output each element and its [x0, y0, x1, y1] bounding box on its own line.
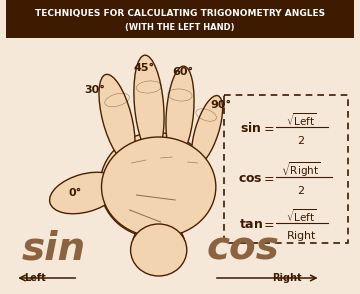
Text: $\mathsf{Right}$: $\mathsf{Right}$ [285, 229, 317, 243]
Ellipse shape [100, 133, 211, 238]
Ellipse shape [102, 137, 216, 237]
Text: 45°: 45° [134, 63, 155, 73]
Text: 0°: 0° [69, 188, 82, 198]
Text: $\sqrt{\mathsf{Left}}$: $\sqrt{\mathsf{Left}}$ [285, 208, 316, 224]
Bar [224, 95, 348, 243]
Text: Left: Left [24, 273, 45, 283]
Text: $\mathbf{cos}$: $\mathbf{cos}$ [238, 171, 263, 185]
Text: sin: sin [22, 229, 86, 267]
Text: $=$: $=$ [261, 171, 275, 185]
Text: $=$: $=$ [261, 121, 275, 134]
Ellipse shape [50, 172, 121, 214]
Ellipse shape [192, 96, 222, 164]
Text: 30°: 30° [84, 85, 105, 95]
Ellipse shape [99, 74, 135, 162]
Text: $\mathbf{sin}$: $\mathbf{sin}$ [240, 121, 262, 135]
Text: $\mathbf{tan}$: $\mathbf{tan}$ [239, 218, 263, 230]
Text: $\mathsf{2}$: $\mathsf{2}$ [297, 184, 305, 196]
Text: cos: cos [207, 229, 279, 267]
Bar [5, 0, 355, 38]
Text: Right: Right [272, 273, 301, 283]
Text: $\sqrt{\mathsf{Right}}$: $\sqrt{\mathsf{Right}}$ [282, 161, 321, 179]
Text: 60°: 60° [172, 67, 193, 77]
Text: 90°: 90° [210, 100, 231, 110]
Text: TECHNIQUES FOR CALCULATING TRIGONOMETRY ANGLES: TECHNIQUES FOR CALCULATING TRIGONOMETRY … [35, 9, 325, 18]
Ellipse shape [132, 220, 185, 275]
Text: $\sqrt{\mathsf{Left}}$: $\sqrt{\mathsf{Left}}$ [285, 112, 316, 128]
Ellipse shape [131, 224, 187, 276]
Text: $\mathsf{2}$: $\mathsf{2}$ [297, 134, 305, 146]
Text: $=$: $=$ [261, 218, 275, 230]
Ellipse shape [134, 55, 164, 155]
Text: (WITH THE LEFT HAND): (WITH THE LEFT HAND) [125, 23, 235, 31]
Ellipse shape [166, 66, 194, 158]
